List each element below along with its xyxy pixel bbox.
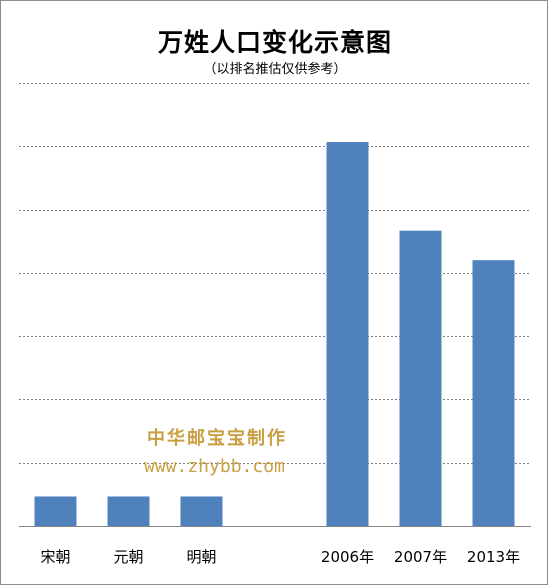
bar	[180, 496, 223, 526]
x-tick-label: 2007年	[394, 548, 447, 566]
bar	[326, 142, 369, 527]
bar	[107, 496, 150, 526]
chart-subtitle: （以排名推估仅供参考）	[203, 62, 347, 77]
watermark-url: www.zhybb.com	[144, 456, 285, 477]
x-tick-label: 宋朝	[40, 548, 70, 566]
watermark-text: 中华邮宝宝制作	[147, 428, 287, 449]
x-tick-label: 2013年	[467, 548, 520, 566]
x-tick-label: 明朝	[186, 548, 216, 566]
bar	[472, 260, 515, 526]
x-tick-label: 2006年	[321, 548, 374, 566]
bar	[399, 230, 442, 526]
chart-title: 万姓人口变化示意图	[157, 28, 392, 57]
bar	[34, 496, 77, 526]
x-tick-label: 元朝	[113, 548, 143, 566]
